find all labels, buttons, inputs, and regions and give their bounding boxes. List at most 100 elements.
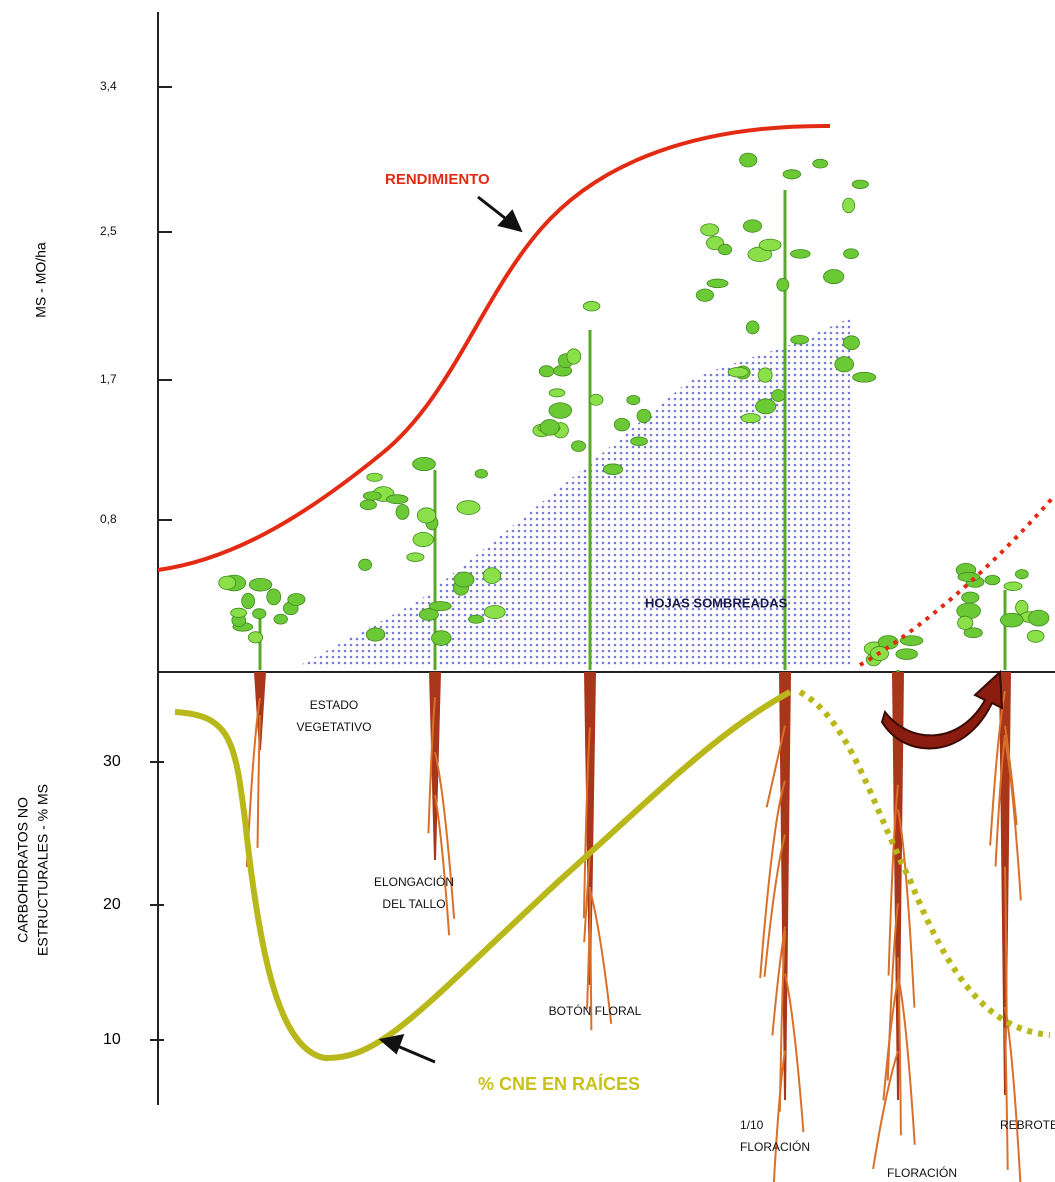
tick-label: 3,4 (100, 79, 117, 93)
leaf (843, 336, 859, 350)
leaf (637, 409, 651, 422)
leaf (274, 614, 288, 624)
leaf (958, 616, 973, 629)
leaf (454, 572, 474, 587)
root (772, 1051, 785, 1182)
leaf (540, 420, 559, 436)
leaf (777, 278, 789, 291)
leaf (468, 615, 483, 623)
leaf (267, 589, 281, 605)
leaf (432, 631, 452, 646)
leaf (740, 153, 757, 167)
leaf (1027, 630, 1044, 642)
leaf (743, 220, 761, 233)
leaf (853, 372, 876, 382)
leaf (396, 504, 409, 519)
leaf (759, 239, 781, 251)
leaf (962, 592, 979, 603)
stage-label: 1/10 (740, 1118, 764, 1132)
leaf (549, 403, 572, 419)
tick-marks (150, 87, 172, 1040)
leaf (483, 568, 501, 584)
stage-label: ESTADO (310, 698, 358, 712)
stage-label: VEGETATIVO (297, 720, 372, 734)
leaf (583, 301, 600, 310)
leaf (484, 606, 505, 619)
stage-labels: ESTADO VEGETATIVO ELONGACIÓN DEL TALLO B… (297, 698, 1055, 1180)
leaf (843, 198, 855, 213)
leaf (539, 366, 554, 377)
root (1005, 1028, 1008, 1170)
leaf (614, 418, 629, 431)
stage-label: REBROTE (1000, 1118, 1055, 1132)
upper-tick-labels: 3,4 2,5 1,7 0,8 (100, 79, 117, 526)
leaf (823, 270, 843, 284)
roots-label: % CNE EN RAÍCES (478, 1073, 640, 1094)
leaf (386, 495, 407, 504)
lower-axis-label: CARBOHIDRATOS NO (15, 797, 31, 943)
leaf (758, 368, 772, 382)
leaf (728, 367, 748, 377)
leaf (366, 628, 385, 641)
leaf (219, 576, 236, 589)
lower-axis-label: ESTRUCTURALES - % MS (35, 784, 51, 956)
tick-label: 10 (103, 1031, 121, 1048)
tick-label: 2,5 (100, 224, 117, 238)
leaf (475, 469, 487, 478)
leaf (549, 389, 565, 397)
lower-tick-labels: 30 20 10 (103, 753, 121, 1048)
tick-label: 0,8 (100, 512, 117, 526)
leaf (791, 249, 811, 258)
shaded-label: HOJAS SOMBREADAS (645, 595, 788, 610)
leaf (835, 357, 854, 372)
leaf (627, 395, 640, 404)
leaf (985, 575, 1000, 584)
leaf (231, 608, 247, 617)
stage-label: FLORACIÓN (887, 1165, 957, 1180)
leaf (844, 249, 859, 259)
tick-label: 1,7 (100, 372, 117, 386)
leaf (813, 159, 828, 168)
leaf (589, 394, 602, 405)
stage-label: BOTÓN FLORAL (549, 1003, 642, 1018)
leaf (1015, 570, 1028, 579)
leaf (457, 501, 480, 515)
tick-label: 30 (103, 753, 121, 770)
leaf (772, 389, 785, 401)
root (785, 974, 803, 1133)
leaf (567, 349, 581, 364)
leaf (359, 559, 372, 570)
roots-curve (175, 692, 790, 1058)
leaf (249, 578, 272, 591)
leaf (958, 572, 980, 581)
leaf (852, 180, 868, 189)
leaf (413, 532, 433, 546)
leaf (783, 170, 801, 179)
root (258, 715, 260, 848)
leaf (1028, 610, 1048, 626)
stage-label: FLORACIÓN (740, 1139, 810, 1154)
leaf (429, 602, 451, 611)
upper-axis-label: MS - MO/ha (33, 242, 49, 318)
stage-label: DEL TALLO (382, 897, 445, 911)
leaf (896, 649, 918, 660)
leaf (756, 399, 776, 414)
diagram: 3,4 2,5 1,7 0,8 30 20 10 MS - MO/ha CARB… (0, 0, 1055, 1182)
leaf (367, 473, 383, 481)
leaf (417, 508, 435, 523)
leaf (718, 244, 731, 255)
leaf (571, 441, 585, 452)
leaf (701, 224, 719, 236)
leaf (248, 632, 262, 643)
leaf (741, 414, 760, 423)
yield-label: RENDIMIENTO (385, 171, 490, 188)
leaf (407, 553, 424, 562)
leaf (253, 609, 266, 619)
leaf (1000, 613, 1023, 627)
leaf (603, 464, 622, 475)
leaf (413, 457, 436, 470)
leaf (631, 437, 648, 446)
leaf (791, 335, 809, 344)
leaf (363, 492, 381, 501)
leaf (288, 594, 305, 606)
